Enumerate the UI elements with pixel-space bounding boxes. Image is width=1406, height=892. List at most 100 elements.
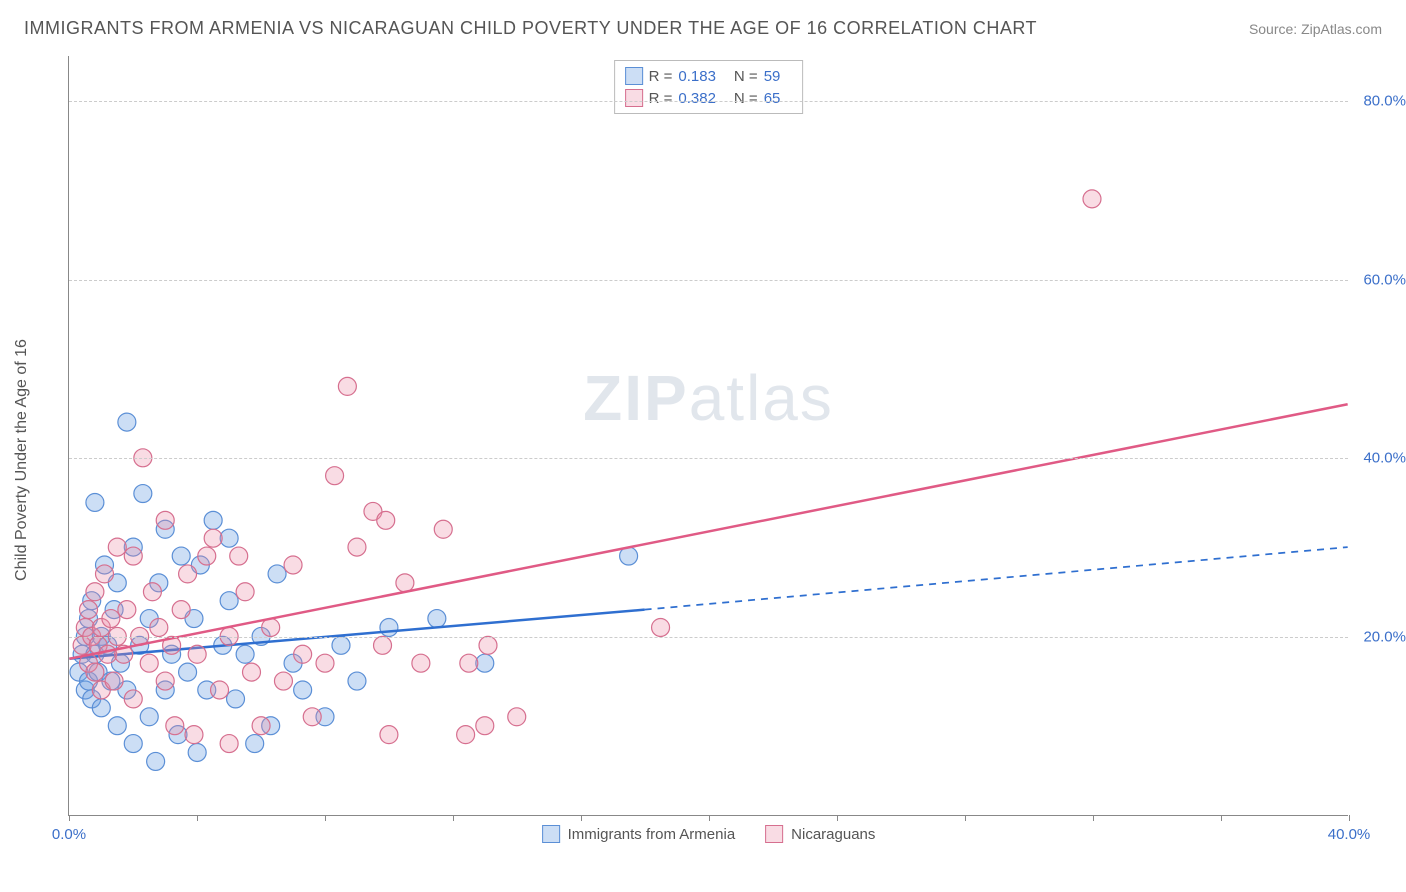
scatter-point-armenia — [246, 735, 264, 753]
swatch-armenia — [542, 825, 560, 843]
y-tick-label: 20.0% — [1363, 629, 1406, 646]
scatter-point-armenia — [118, 413, 136, 431]
x-tick — [837, 815, 838, 821]
scatter-point-armenia — [147, 752, 165, 770]
scatter-point-nicaraguans — [86, 583, 104, 601]
scatter-point-nicaraguans — [479, 636, 497, 654]
scatter-point-nicaraguans — [188, 645, 206, 663]
y-axis-label: Child Poverty Under the Age of 16 — [13, 339, 31, 581]
scatter-point-nicaraguans — [508, 708, 526, 726]
chart-header: IMMIGRANTS FROM ARMENIA VS NICARAGUAN CH… — [24, 18, 1382, 39]
scatter-point-nicaraguans — [140, 654, 158, 672]
scatter-point-nicaraguans — [230, 547, 248, 565]
legend-item-nicaraguans: Nicaraguans — [765, 825, 875, 843]
scatter-point-nicaraguans — [380, 726, 398, 744]
scatter-point-nicaraguans — [434, 520, 452, 538]
scatter-point-nicaraguans — [460, 654, 478, 672]
scatter-point-armenia — [220, 592, 238, 610]
y-tick-label: 80.0% — [1363, 92, 1406, 109]
scatter-point-armenia — [108, 717, 126, 735]
trend-line-dash-armenia — [645, 547, 1348, 610]
scatter-point-armenia — [188, 744, 206, 762]
legend-item-armenia: Immigrants from Armenia — [542, 825, 736, 843]
grid-line — [69, 101, 1348, 102]
scatter-point-nicaraguans — [338, 377, 356, 395]
scatter-point-armenia — [268, 565, 286, 583]
legend-label-armenia: Immigrants from Armenia — [568, 826, 736, 843]
x-tick — [1349, 815, 1350, 821]
scatter-point-nicaraguans — [412, 654, 430, 672]
scatter-point-nicaraguans — [156, 672, 174, 690]
scatter-point-nicaraguans — [326, 467, 344, 485]
x-tick — [1093, 815, 1094, 821]
grid-line — [69, 280, 1348, 281]
scatter-point-armenia — [134, 485, 152, 503]
grid-line — [69, 637, 1348, 638]
y-tick-label: 40.0% — [1363, 450, 1406, 467]
scatter-point-armenia — [179, 663, 197, 681]
legend-label-nicaraguans: Nicaraguans — [791, 826, 875, 843]
x-tick — [581, 815, 582, 821]
scatter-point-armenia — [172, 547, 190, 565]
scatter-point-nicaraguans — [150, 618, 168, 636]
scatter-point-nicaraguans — [457, 726, 475, 744]
scatter-point-armenia — [294, 681, 312, 699]
scatter-point-nicaraguans — [86, 663, 104, 681]
scatter-point-nicaraguans — [211, 681, 229, 699]
scatter-point-nicaraguans — [172, 601, 190, 619]
scatter-point-nicaraguans — [204, 529, 222, 547]
scatter-point-nicaraguans — [156, 511, 174, 529]
scatter-point-nicaraguans — [102, 610, 120, 628]
scatter-point-armenia — [236, 645, 254, 663]
scatter-point-nicaraguans — [198, 547, 216, 565]
x-tick — [197, 815, 198, 821]
scatter-point-nicaraguans — [124, 690, 142, 708]
plot-svg — [69, 56, 1348, 815]
scatter-point-armenia — [220, 529, 238, 547]
scatter-point-nicaraguans — [348, 538, 366, 556]
x-tick-label: 0.0% — [52, 826, 86, 843]
scatter-point-nicaraguans — [236, 583, 254, 601]
scatter-point-armenia — [86, 493, 104, 511]
scatter-point-armenia — [227, 690, 245, 708]
scatter-point-armenia — [92, 699, 110, 717]
chart-source: Source: ZipAtlas.com — [1249, 21, 1382, 37]
grid-line — [69, 458, 1348, 459]
scatter-point-nicaraguans — [316, 654, 334, 672]
scatter-point-nicaraguans — [476, 717, 494, 735]
scatter-point-nicaraguans — [105, 672, 123, 690]
chart-container: Child Poverty Under the Age of 16 ZIPatl… — [50, 56, 1380, 846]
scatter-point-nicaraguans — [652, 618, 670, 636]
scatter-point-armenia — [428, 610, 446, 628]
scatter-point-armenia — [380, 618, 398, 636]
scatter-point-nicaraguans — [262, 618, 280, 636]
swatch-nicaraguans — [765, 825, 783, 843]
trend-line-nicaraguans — [69, 404, 1347, 658]
chart-title: IMMIGRANTS FROM ARMENIA VS NICARAGUAN CH… — [24, 18, 1037, 39]
scatter-point-armenia — [348, 672, 366, 690]
scatter-point-armenia — [332, 636, 350, 654]
scatter-point-nicaraguans — [396, 574, 414, 592]
x-tick — [69, 815, 70, 821]
scatter-point-nicaraguans — [124, 547, 142, 565]
scatter-point-nicaraguans — [99, 645, 117, 663]
scatter-point-nicaraguans — [377, 511, 395, 529]
scatter-point-armenia — [124, 735, 142, 753]
scatter-point-nicaraguans — [166, 717, 184, 735]
scatter-point-armenia — [140, 708, 158, 726]
scatter-point-nicaraguans — [220, 735, 238, 753]
scatter-point-nicaraguans — [80, 601, 98, 619]
scatter-point-nicaraguans — [243, 663, 261, 681]
x-tick-label: 40.0% — [1328, 826, 1371, 843]
bottom-legend: Immigrants from Armenia Nicaraguans — [542, 825, 876, 843]
scatter-point-nicaraguans — [294, 645, 312, 663]
scatter-point-nicaraguans — [374, 636, 392, 654]
scatter-point-armenia — [476, 654, 494, 672]
plot-area: ZIPatlas R = 0.183 N = 59 R = 0.382 N = … — [68, 56, 1348, 816]
scatter-point-nicaraguans — [96, 565, 114, 583]
x-tick — [965, 815, 966, 821]
y-tick-label: 60.0% — [1363, 271, 1406, 288]
scatter-point-armenia — [204, 511, 222, 529]
scatter-point-nicaraguans — [252, 717, 270, 735]
x-tick — [325, 815, 326, 821]
